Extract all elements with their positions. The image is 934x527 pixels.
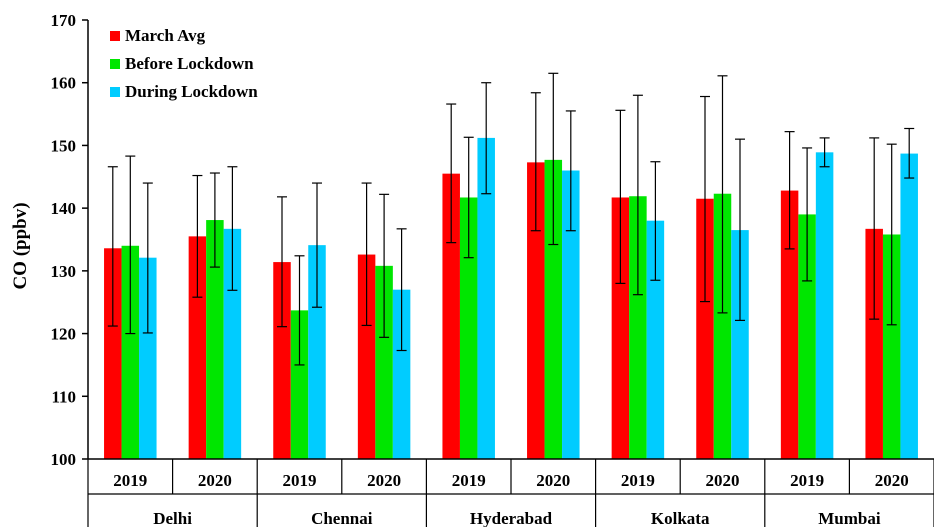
- bar: [104, 248, 122, 459]
- x-tick-label: 2019: [283, 471, 317, 490]
- x-tick-label: 2019: [452, 471, 486, 490]
- bar: [139, 257, 157, 459]
- bar: [357, 254, 376, 459]
- y-tick-label: 110: [51, 387, 76, 406]
- legend: March Avg Before Lockdown During Lockdown: [110, 26, 258, 101]
- bar: [273, 262, 291, 459]
- bar: [882, 234, 901, 459]
- bar: [527, 162, 545, 459]
- bar: [223, 228, 242, 459]
- legend-label: During Lockdown: [125, 82, 258, 101]
- y-tick-label: 150: [51, 136, 77, 155]
- bar: [188, 236, 207, 459]
- bar: [562, 170, 580, 459]
- x-tick-label: 2019: [790, 471, 824, 490]
- bar: [121, 245, 140, 459]
- x-tick-label: 2020: [367, 471, 401, 490]
- x-tick-label: 2020: [706, 471, 740, 490]
- city-label: Mumbai: [818, 509, 881, 527]
- x-tick-label: 2019: [113, 471, 147, 490]
- city-label: Chennai: [311, 509, 373, 527]
- legend-swatch: [110, 59, 120, 69]
- bar: [544, 159, 563, 460]
- legend-swatch: [110, 87, 120, 97]
- y-tick-label: 100: [51, 450, 77, 469]
- bar: [206, 220, 224, 459]
- x-tick-label: 2019: [621, 471, 655, 490]
- bar: [713, 193, 732, 459]
- legend-swatch: [110, 31, 120, 41]
- bar: [375, 265, 393, 459]
- bar: [477, 137, 495, 459]
- y-axis-label: CO (ppbv): [10, 202, 31, 289]
- city-label: Kolkata: [651, 509, 710, 527]
- y-tick-label: 160: [51, 74, 77, 93]
- bar: [290, 310, 309, 459]
- legend-label: Before Lockdown: [125, 54, 254, 73]
- bar: [865, 228, 883, 459]
- bar: [731, 230, 749, 459]
- bar: [442, 173, 460, 459]
- bar: [815, 152, 834, 459]
- x-tick-label: 2020: [875, 471, 909, 490]
- bar: [780, 190, 799, 459]
- y-tick-label: 130: [51, 262, 77, 281]
- y-tick-label: 170: [51, 11, 77, 30]
- bar: [900, 153, 918, 459]
- city-label: Delhi: [153, 509, 192, 527]
- bar: [611, 197, 630, 459]
- y-tick-label: 140: [51, 199, 77, 218]
- x-tick-label: 2020: [198, 471, 232, 490]
- x-tick-label: 2020: [536, 471, 570, 490]
- y-tick-label: 120: [51, 325, 77, 344]
- bar: [696, 198, 714, 459]
- bar: [308, 245, 326, 459]
- plot-area: [104, 72, 918, 460]
- bar: [392, 289, 411, 459]
- legend-label: March Avg: [125, 26, 206, 45]
- bar: [459, 197, 478, 459]
- x-axis: 2019 2020 2019 2020 2019 2020 2019 2020 2019 2020…: [87, 458, 934, 527]
- y-axis: 100 110 120 130 140 150 160 170: [51, 11, 89, 469]
- bar: [629, 196, 647, 459]
- bar: [798, 214, 816, 459]
- city-label: Hyderabad: [470, 509, 553, 527]
